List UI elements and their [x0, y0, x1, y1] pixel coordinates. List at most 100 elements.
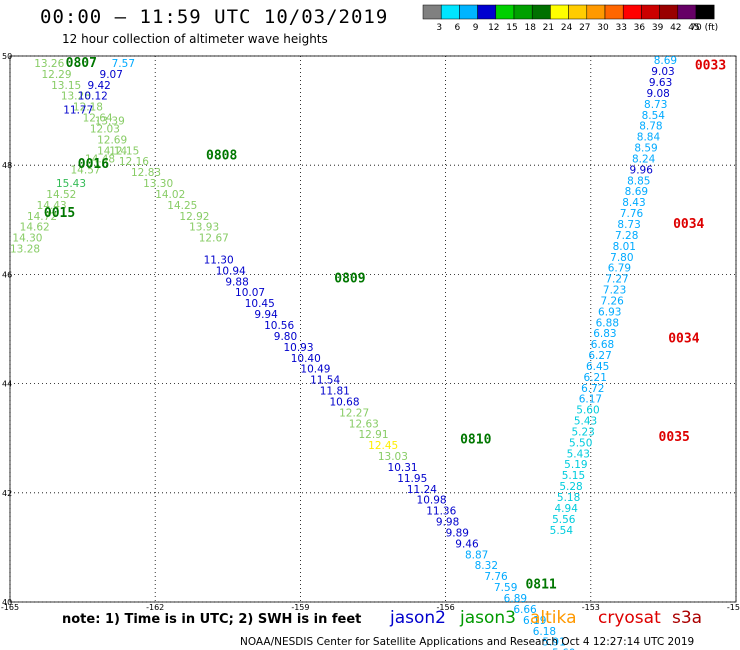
swh-point-cryosat: 6.45 [586, 361, 609, 373]
swh-point-cryosat: 8.43 [622, 197, 645, 209]
pass-time-label: 0810 [460, 433, 491, 448]
legend-jason3: jason3 [460, 608, 516, 628]
swh-point-jason3: 12.69 [97, 134, 127, 146]
swh-point-jason3: 12.29 [41, 69, 71, 81]
colorbar-label: 33 [615, 23, 626, 33]
swh-point-jason2: 6.66 [513, 604, 537, 616]
swh-point-cryosat: 8.54 [642, 110, 666, 122]
y-tick-label: 50 [2, 52, 12, 61]
swh-point-cryosat: 5.18 [557, 492, 580, 504]
swh-point-jason2: 9.80 [274, 331, 297, 343]
swh-point-jason2: 9.98 [436, 517, 459, 529]
swh-point-jason3: 12.64 [83, 113, 113, 125]
colorbar-label: 42 [670, 23, 681, 33]
swh-point-jason2: 9.88 [225, 276, 248, 288]
colorbar-swatch [677, 4, 697, 20]
colorbar-label: 18 [524, 23, 536, 33]
footer-note: note: 1) Time is in UTC; 2) SWH is in fe… [62, 612, 362, 627]
pass-time-label: 0015 [44, 206, 75, 221]
swh-point-jason3: 13.28 [10, 244, 40, 256]
x-tick-label: -165 [1, 603, 19, 612]
swh-point-cryosat: 8.78 [639, 121, 662, 133]
swh-point-cryosat: 8.01 [613, 241, 636, 253]
chart-grid: -165 -162 -159 -156 -153 -150 40 42 44 46 48 50 [1, 52, 740, 612]
swh-point-cryosat: 7.28 [615, 230, 638, 242]
swh-point-jason3: 12.83 [131, 167, 161, 179]
colorbar-swatch [495, 4, 515, 20]
page-title: 00:00 — 11:59 UTC 10/03/2019 [40, 6, 389, 28]
x-tick-label: -153 [582, 603, 600, 612]
swh-point-cryosat: 6.27 [588, 350, 611, 362]
swh-point-jason3: 14.48 [85, 153, 115, 165]
swh-point-cryosat: 5.23 [571, 426, 594, 438]
swh-point-jason2: 10.93 [283, 342, 313, 354]
swh-point-jason2: 10.49 [300, 364, 330, 376]
pass-time-label: 0808 [206, 149, 237, 164]
swh-point-cryosat: 6.21 [584, 372, 607, 384]
legend-jason2: jason2 [390, 608, 446, 628]
colorbar-label: 9 [473, 23, 479, 33]
swh-point-jason2: 12.63 [349, 418, 379, 430]
swh-point-jason3: 12.92 [179, 211, 209, 223]
pass-time-label: 0033 [695, 59, 726, 74]
swh-point-jason2: 6.18 [533, 626, 556, 638]
colorbar-swatch [586, 4, 606, 20]
swh-point-jason3: 14.72 [27, 211, 57, 223]
colorbar-swatch [550, 4, 569, 20]
swh-point-cryosat: 9.96 [630, 164, 654, 176]
colorbar-swatch [531, 4, 551, 20]
swh-point-jason2: 10.12 [78, 91, 108, 103]
swh-point-jason3: 13.93 [189, 222, 219, 234]
swh-point-cryosat: 6.83 [593, 328, 616, 340]
swh-point-cryosat: 6.88 [596, 317, 619, 329]
chart-points: 13.2612.2913.1513.2812.1812.6412.0312.69… [10, 55, 677, 650]
swh-point-jason2: 13.03 [378, 451, 408, 463]
swh-point-jason2: 9.46 [455, 538, 479, 550]
swh-point-cryosat: 5.15 [562, 470, 585, 482]
swh-point-cryosat: 5.43 [574, 416, 597, 428]
colorbar-label: 39 [652, 23, 664, 33]
y-tick-label: 42 [2, 489, 12, 498]
swh-point-jason2: 10.56 [264, 320, 294, 332]
colorbar-swatch [513, 4, 533, 20]
colorbar-label: 30 [597, 23, 609, 33]
swh-point-jason2: 11.77 [63, 104, 93, 116]
swh-point-jason2: 10.07 [235, 287, 265, 299]
swh-point-cryosat: 9.08 [646, 88, 669, 100]
colorbar-label: 15 [506, 23, 517, 33]
colorbar-swatch [659, 4, 679, 20]
swh-point-jason3: 12.03 [90, 123, 120, 135]
swh-point-jason3: 14.62 [20, 222, 50, 234]
swh-point-jason3: 14.14 [97, 145, 127, 157]
colorbar-label: 45 [688, 23, 699, 33]
swh-point-cryosat: 6.17 [579, 394, 602, 406]
swh-point-cryosat: 8.24 [632, 153, 656, 165]
swh-point-jason2: 11.95 [397, 473, 427, 485]
swh-point-jason3: 14.25 [167, 200, 197, 212]
swh-point-jason2: 12.45 [368, 440, 398, 452]
x-tick-label: -162 [146, 603, 164, 612]
swh-point-jason2: 12.27 [339, 407, 369, 419]
colorbar-label: 27 [579, 23, 590, 33]
swh-point-cryosat: 7.76 [620, 208, 644, 220]
swh-point-jason2: 11.30 [204, 254, 234, 266]
colorbar-label: 6 [455, 23, 461, 33]
swh-point-jason3: 12.15 [109, 145, 139, 157]
pass-time-label: 0809 [334, 272, 365, 287]
swh-point-cryosat: 5.54 [550, 525, 574, 537]
swh-point-cryosat: 8.69 [625, 186, 648, 198]
colorbar-label: 70 (ft) [690, 23, 718, 33]
swh-point-jason2: 9.94 [254, 309, 278, 321]
colorbar-swatch [440, 4, 460, 20]
swh-point-jason3: 13.30 [143, 178, 173, 190]
x-tick-label: -159 [291, 603, 309, 612]
colorbar-swatch [459, 4, 478, 20]
swh-point-cryosat: 9.03 [651, 66, 674, 78]
swh-point-cryosat: 8.59 [634, 143, 657, 155]
swh-point-jason3: 14.43 [37, 200, 67, 212]
swh-point-cryosat: 7.27 [605, 274, 628, 286]
colorbar-swatch [641, 4, 660, 20]
swh-point-jason3: 13.28 [61, 91, 91, 103]
